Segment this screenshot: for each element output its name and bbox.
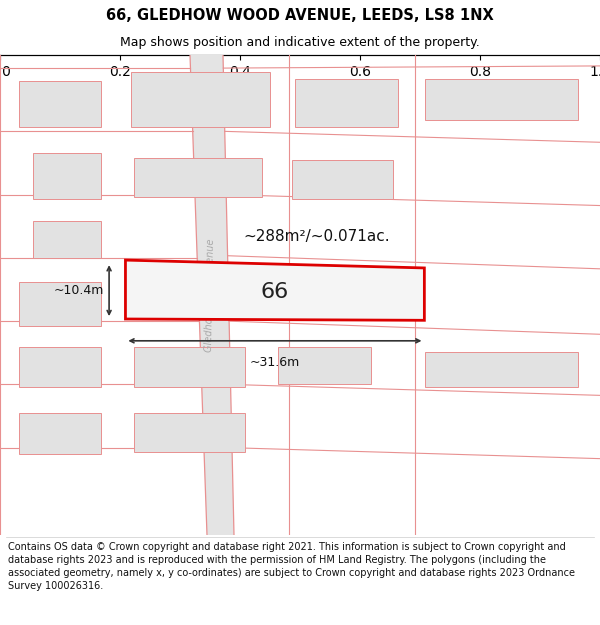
Bar (33, 221, 101, 258)
Text: Gledhow Wood Avenue: Gledhow Wood Avenue (204, 238, 216, 352)
Text: ~288m²/~0.071ac.: ~288m²/~0.071ac. (243, 229, 389, 244)
Bar (19, 413, 101, 454)
Text: ~10.4m: ~10.4m (54, 284, 104, 297)
Polygon shape (125, 260, 424, 320)
Bar (278, 348, 371, 384)
Polygon shape (190, 55, 234, 535)
Text: Map shows position and indicative extent of the property.: Map shows position and indicative extent… (120, 36, 480, 49)
Bar (425, 352, 578, 387)
Bar (19, 81, 101, 127)
Bar (292, 160, 393, 199)
Bar (33, 153, 101, 199)
Bar (134, 348, 245, 387)
Bar (295, 79, 398, 127)
Text: 66, GLEDHOW WOOD AVENUE, LEEDS, LS8 1NX: 66, GLEDHOW WOOD AVENUE, LEEDS, LS8 1NX (106, 8, 494, 23)
Bar (134, 413, 245, 452)
Bar (19, 348, 101, 387)
Bar (131, 72, 270, 127)
Text: 66: 66 (261, 282, 289, 302)
Text: ~31.6m: ~31.6m (250, 356, 300, 369)
Bar (425, 79, 578, 121)
Bar (19, 282, 101, 326)
Text: Contains OS data © Crown copyright and database right 2021. This information is : Contains OS data © Crown copyright and d… (8, 542, 575, 591)
Bar (134, 158, 262, 197)
